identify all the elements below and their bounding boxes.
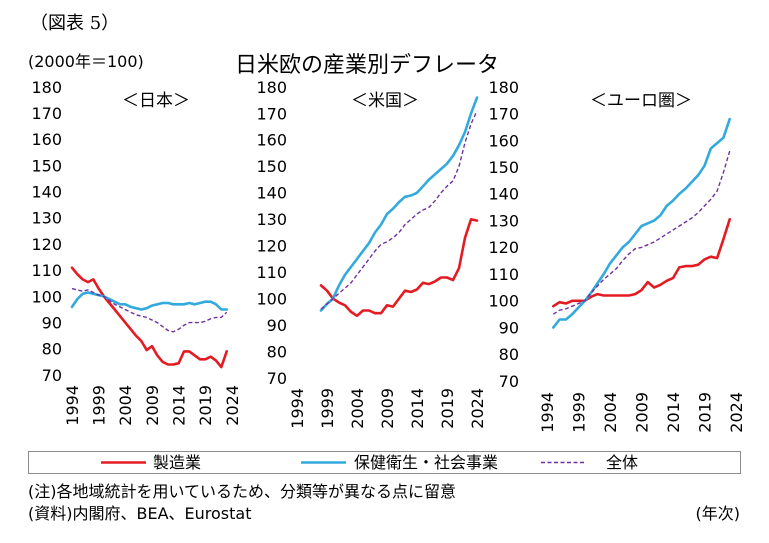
us-y-tick-label: 150 bbox=[256, 157, 287, 176]
japan-y-tick-label: 110 bbox=[31, 261, 62, 280]
us-y-tick-label: 90 bbox=[267, 316, 287, 335]
legend-label-manufacturing: 製造業 bbox=[153, 453, 201, 472]
panel-title-us: ＜米国＞ bbox=[351, 91, 419, 111]
japan-x-tick-label: 1999 bbox=[89, 385, 108, 426]
euro-area-y-tick-label: 100 bbox=[488, 292, 519, 311]
japan-y-tick-label: 170 bbox=[31, 104, 62, 123]
us-x-tick-label: 2024 bbox=[468, 388, 487, 429]
us-health-welfare-line bbox=[319, 96, 479, 312]
euro-area-x-tick-label: 2019 bbox=[695, 392, 714, 433]
us-x-tick-label: 2014 bbox=[408, 388, 427, 429]
us-x-tick-label: 1999 bbox=[318, 388, 337, 429]
euro-area-y-tick-label: 160 bbox=[488, 131, 519, 150]
japan-x-axis: 1994 1999 2004 2009 2014 2019 2024 bbox=[63, 385, 242, 426]
japan-y-tick-label: 80 bbox=[42, 340, 62, 359]
us-x-axis: 1994 1999 2004 2009 2014 2019 2024 bbox=[288, 388, 487, 429]
japan-x-tick-label: 2019 bbox=[196, 385, 215, 426]
euro-area-y-tick-label: 130 bbox=[488, 211, 519, 230]
legend-box bbox=[28, 451, 741, 474]
japan-x-tick-label: 2024 bbox=[223, 385, 242, 426]
euro-area-x-tick-label: 2014 bbox=[664, 392, 683, 433]
euro-area-y-tick-label: 170 bbox=[488, 104, 519, 123]
euro-area-y-tick-label: 70 bbox=[499, 372, 519, 391]
panel-title-japan: ＜日本＞ bbox=[122, 91, 190, 111]
us-y-tick-label: 70 bbox=[267, 369, 287, 388]
japan-x-tick-label: 2009 bbox=[143, 385, 162, 426]
japan-y-tick-label: 120 bbox=[31, 235, 62, 254]
japan-overall-line bbox=[71, 287, 228, 333]
japan-y-tick-label: 150 bbox=[31, 156, 62, 175]
japan-y-tick-label: 90 bbox=[42, 313, 62, 332]
japan-x-tick-label: 2014 bbox=[169, 385, 188, 426]
euro-area-x-axis: 1994 1999 2004 2009 2014 2019 2024 bbox=[538, 392, 746, 433]
us-y-tick-label: 110 bbox=[256, 263, 287, 282]
legend: 製造業 保健衛生・社会事業 全体 bbox=[28, 451, 741, 474]
euro-area-overall-line bbox=[552, 150, 731, 315]
euro-area-series bbox=[551, 117, 732, 329]
japan-y-axis: 70 80 90 100 110 120 130 140 150 160 170 180 bbox=[31, 78, 62, 385]
note-text: (注)各地域統計を用いているため、分類等が異なる点に留意 bbox=[28, 482, 456, 501]
us-y-tick-label: 170 bbox=[256, 104, 287, 123]
us-y-axis: 70 80 90 100 110 120 130 140 150 160 170 180 bbox=[256, 78, 287, 388]
japan-y-tick-label: 160 bbox=[31, 130, 62, 149]
japan-x-tick-label: 2004 bbox=[116, 385, 135, 426]
legend-label-overall: 全体 bbox=[606, 453, 638, 472]
euro-area-x-tick-label: 2024 bbox=[727, 392, 746, 433]
euro-area-y-tick-label: 180 bbox=[488, 78, 519, 97]
us-y-tick-label: 120 bbox=[256, 236, 287, 255]
euro-area-health-welfare-line bbox=[551, 117, 732, 329]
euro-area-x-tick-label: 2004 bbox=[601, 392, 620, 433]
us-x-tick-label: 2009 bbox=[378, 388, 397, 429]
source-text: (資料)内閣府、BEA、Eurostat bbox=[28, 504, 251, 523]
euro-area-y-tick-label: 140 bbox=[488, 185, 519, 204]
euro-area-x-tick-label: 2009 bbox=[632, 392, 651, 433]
euro-area-y-axis: 70 80 90 100 110 120 130 140 150 160 170 180 bbox=[488, 78, 519, 391]
us-x-tick-label: 2019 bbox=[438, 388, 457, 429]
japan-y-tick-label: 140 bbox=[31, 182, 62, 201]
us-x-tick-label: 1994 bbox=[288, 388, 307, 429]
euro-area-x-tick-label: 1999 bbox=[569, 392, 588, 433]
us-y-tick-label: 80 bbox=[267, 342, 287, 361]
us-y-tick-label: 160 bbox=[256, 131, 287, 150]
euro-area-manufacturing-line bbox=[551, 218, 732, 308]
japan-y-tick-label: 180 bbox=[31, 78, 62, 97]
us-series bbox=[319, 96, 479, 318]
x-unit-label: (年次) bbox=[696, 504, 741, 523]
euro-area-y-tick-label: 90 bbox=[499, 318, 519, 337]
us-y-tick-label: 100 bbox=[256, 289, 287, 308]
us-y-tick-label: 130 bbox=[256, 210, 287, 229]
euro-area-y-tick-label: 120 bbox=[488, 238, 519, 257]
legend-label-health-welfare: 保健衛生・社会事業 bbox=[354, 453, 498, 472]
us-overall-line bbox=[320, 110, 478, 310]
y-unit-label: (2000年＝100) bbox=[28, 52, 144, 71]
japan-y-tick-label: 70 bbox=[42, 366, 62, 385]
japan-y-tick-label: 100 bbox=[31, 287, 62, 306]
euro-area-x-tick-label: 1994 bbox=[538, 392, 557, 433]
euro-area-y-tick-label: 80 bbox=[499, 345, 519, 364]
japan-manufacturing-line bbox=[70, 266, 228, 369]
euro-area-y-tick-label: 110 bbox=[488, 265, 519, 284]
us-y-tick-label: 140 bbox=[256, 184, 287, 203]
japan-x-tick-label: 1994 bbox=[63, 385, 82, 426]
chart-title: 日米欧の産業別デフレータ bbox=[235, 53, 499, 78]
us-manufacturing-line bbox=[319, 218, 479, 318]
figure-label: （図表 5） bbox=[30, 13, 119, 34]
japan-series bbox=[70, 266, 228, 369]
japan-y-tick-label: 130 bbox=[31, 209, 62, 228]
us-y-tick-label: 180 bbox=[256, 78, 287, 97]
euro-area-y-tick-label: 150 bbox=[488, 158, 519, 177]
us-x-tick-label: 2004 bbox=[348, 388, 367, 429]
panel-title-euro-area: ＜ユーロ圏＞ bbox=[590, 91, 692, 111]
